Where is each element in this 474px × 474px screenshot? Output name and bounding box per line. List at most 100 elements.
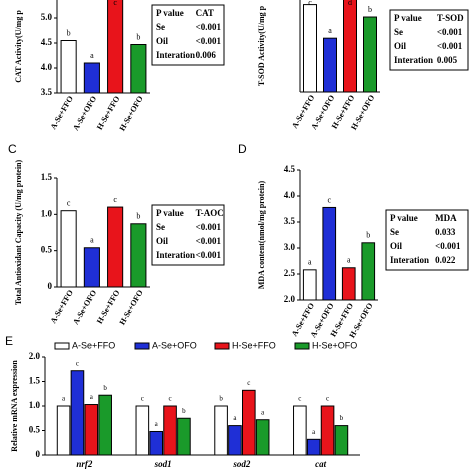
stats-cell: <0.001 — [437, 27, 463, 37]
stats-cell: CAT — [196, 8, 214, 18]
letter: a — [90, 236, 94, 245]
stats-cell: 0.006 — [196, 50, 217, 60]
letter: d — [348, 0, 352, 7]
letter: c — [247, 379, 250, 387]
stats-box — [389, 9, 469, 71]
bar — [363, 16, 377, 93]
bar — [255, 419, 270, 456]
bar — [107, 206, 124, 288]
stats-cell: Se — [156, 22, 165, 32]
x-tick-label: H-Se+OFO — [118, 288, 145, 326]
bar — [341, 267, 356, 301]
y-axis-title: MDA content(nmol/mg protein) — [257, 181, 266, 290]
y-tick-label: 3.5 — [284, 216, 296, 226]
bar — [228, 425, 242, 456]
letter: b — [368, 5, 372, 14]
bar — [306, 438, 321, 456]
letter: a — [62, 395, 66, 403]
y-tick-label: 1.0 — [41, 208, 53, 218]
letter: a — [312, 428, 316, 436]
letter: c — [76, 359, 79, 367]
bar — [60, 210, 77, 288]
x-tick-label: H-Se+FFO — [95, 288, 122, 325]
x-tick-label: sod1 — [154, 459, 172, 469]
x-tick-label: cat — [315, 459, 326, 469]
bar — [293, 405, 307, 456]
stats-box — [385, 209, 469, 271]
letter: a — [328, 26, 332, 35]
y-axis-title: CAT Activity(U/mg p — [14, 10, 23, 83]
y-tick-label: 3.0 — [284, 242, 296, 252]
stats-cell: <0.001 — [196, 22, 222, 32]
bar — [60, 40, 77, 94]
letter: c — [67, 199, 71, 208]
y-tick-label: 4.0 — [284, 190, 296, 200]
bar — [242, 389, 256, 456]
y-axis-title: Total Antioxidant Capacity (U/mg protein… — [14, 159, 23, 305]
y-tick-label: 0.5 — [29, 425, 41, 435]
stats-box — [151, 204, 225, 266]
y-tick-label: 1.0 — [29, 400, 41, 410]
letter: a — [233, 414, 237, 422]
y-tick-label: 5.0 — [41, 12, 53, 22]
stats-cell: Oil — [156, 236, 169, 246]
letter: c — [298, 395, 301, 403]
y-tick-label: 2.0 — [29, 351, 41, 361]
bar — [177, 417, 191, 456]
legend-swatch — [134, 342, 150, 350]
bar — [163, 405, 177, 456]
stats-cell: Se — [394, 27, 403, 37]
letter: c — [326, 395, 329, 403]
bar — [130, 223, 147, 288]
y-tick-label: 1.5 — [29, 376, 41, 386]
bar — [214, 405, 228, 456]
letter: a — [347, 256, 351, 265]
x-tick-label: H-Se+OFO — [118, 94, 145, 132]
legend-label: H-Se+OFO — [312, 340, 357, 350]
bar — [84, 404, 99, 456]
bar — [322, 206, 337, 301]
stats-cell: Interation — [156, 50, 195, 60]
stats-cell: <0.001 — [196, 250, 222, 260]
stats-cell: <0.001 — [196, 222, 222, 232]
stats-cell: <0.001 — [437, 41, 463, 51]
bar — [361, 242, 376, 301]
stats-cell: Se — [156, 222, 165, 232]
bar — [56, 405, 71, 456]
stats-cell: Se — [390, 227, 399, 237]
stats-cell: Interation — [156, 250, 195, 260]
x-tick-label: A-Se+FFO — [49, 94, 75, 131]
stats-cell: Oil — [394, 41, 407, 51]
letter: a — [90, 393, 94, 401]
legend-label: A-Se+OFO — [152, 340, 197, 350]
stats-cell: 0.005 — [437, 55, 458, 65]
y-tick-label: 0 — [48, 281, 53, 291]
letter: b — [67, 28, 71, 37]
stats-cell: 0.022 — [435, 255, 456, 265]
y-tick-label: 2.5 — [284, 268, 296, 278]
stats-cell: MDA — [435, 213, 457, 223]
bar — [83, 247, 100, 288]
stats-cell: <0.001 — [435, 241, 461, 251]
stats-cell: Interation — [394, 55, 433, 65]
panel-label: D — [238, 142, 247, 156]
bar — [130, 44, 147, 94]
letter: a — [261, 408, 265, 416]
letter: a — [308, 258, 312, 267]
y-tick-label: 0 — [36, 449, 41, 459]
letter: c — [113, 0, 117, 7]
bar — [70, 370, 85, 456]
y-tick-label: 4.5 — [284, 164, 296, 174]
bar — [98, 394, 112, 456]
letter: b — [136, 212, 140, 221]
letter: b — [219, 395, 223, 403]
bar — [343, 0, 357, 93]
legend-label: H-Se+FFO — [232, 340, 276, 350]
bar — [302, 269, 317, 301]
stats-box — [151, 4, 225, 66]
bar — [320, 405, 335, 456]
letter: b — [103, 384, 107, 392]
letter: a — [90, 51, 94, 60]
letter: b — [340, 414, 344, 422]
